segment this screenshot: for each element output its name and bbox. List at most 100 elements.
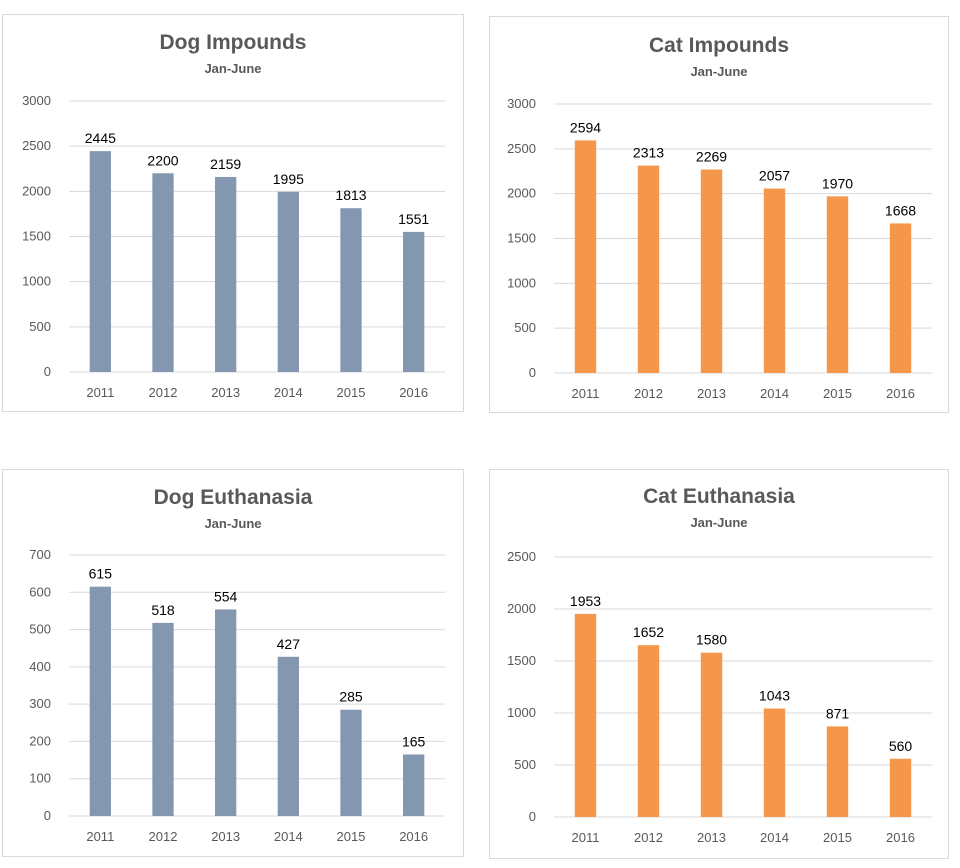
chart-dog-impounds: Dog Impounds Jan-June 0 500 1000 1500 2000 25… — [2, 14, 464, 412]
bar-2013 — [700, 169, 723, 373]
data-label: 1043 — [759, 688, 790, 704]
bar-2016 — [889, 223, 912, 373]
data-label: 1551 — [398, 211, 429, 227]
data-label: 285 — [339, 689, 363, 705]
y-tick-label: 700 — [29, 547, 51, 562]
bar-2014 — [277, 191, 299, 372]
y-tick-label: 2000 — [507, 601, 536, 616]
y-tick-label: 0 — [529, 365, 536, 380]
bar-2011 — [89, 151, 111, 372]
y-tick-label: 2500 — [507, 141, 536, 156]
y-tick-label: 500 — [29, 622, 51, 637]
bar-2012 — [637, 165, 660, 373]
y-tick-label: 300 — [29, 696, 51, 711]
x-tick-label: 2013 — [697, 830, 726, 845]
data-label: 2313 — [633, 145, 664, 161]
chart-subtitle: Jan-June — [690, 515, 748, 530]
x-tick-label: 2014 — [760, 386, 789, 401]
data-label: 2445 — [85, 130, 116, 146]
x-tick-label: 2011 — [572, 386, 600, 401]
y-tick-label: 500 — [514, 757, 536, 772]
bar-2016 — [403, 231, 425, 372]
data-label: 427 — [277, 636, 301, 652]
chart-title: Dog Euthanasia — [153, 486, 313, 509]
x-tick-label: 2016 — [399, 829, 428, 844]
bar-2013 — [215, 176, 237, 372]
chart-plot: 0 500 1000 1500 2000 2500 3000 2445 2011 2200 2012… — [22, 93, 445, 400]
y-tick-label: 600 — [29, 584, 51, 599]
data-label: 1813 — [335, 187, 366, 203]
y-tick-label: 2500 — [507, 549, 536, 564]
chart-subtitle: Jan-June — [204, 516, 262, 531]
bar-2015 — [340, 709, 362, 816]
data-label: 615 — [89, 566, 113, 582]
bar-2015 — [826, 196, 849, 373]
bar-2014 — [277, 656, 299, 816]
x-tick-label: 2016 — [886, 386, 915, 401]
bar-2012 — [637, 645, 660, 817]
x-tick-label: 2014 — [274, 829, 303, 844]
chart-title: Dog Impounds — [159, 31, 307, 54]
y-tick-label: 1000 — [22, 274, 51, 289]
y-tick-label: 0 — [44, 364, 51, 379]
y-tick-label: 2000 — [22, 183, 51, 198]
data-label: 2269 — [696, 149, 727, 165]
y-tick-label: 500 — [29, 319, 51, 334]
y-tick-label: 1000 — [507, 275, 536, 290]
data-label: 2594 — [570, 119, 601, 135]
chart-title: Cat Impounds — [649, 34, 789, 57]
bar-2012 — [152, 622, 174, 816]
y-tick-label: 100 — [29, 771, 51, 786]
chart-cat-euthanasia: Cat Euthanasia Jan-June 0 500 1000 1500 2000… — [489, 469, 949, 859]
x-tick-label: 2011 — [86, 829, 114, 844]
x-tick-label: 2011 — [86, 385, 114, 400]
data-label: 518 — [151, 602, 175, 618]
chart-subtitle: Jan-June — [690, 64, 748, 79]
data-label: 165 — [402, 733, 426, 749]
x-tick-label: 2015 — [823, 830, 852, 845]
y-tick-label: 1500 — [22, 229, 51, 244]
x-tick-label: 2012 — [634, 386, 663, 401]
y-tick-label: 1000 — [507, 705, 536, 720]
data-label: 554 — [214, 588, 238, 604]
x-tick-label: 2015 — [337, 385, 366, 400]
chart-title: Cat Euthanasia — [643, 485, 795, 508]
data-label: 560 — [889, 738, 913, 754]
y-tick-label: 400 — [29, 659, 51, 674]
x-tick-label: 2016 — [399, 385, 428, 400]
x-tick-label: 2013 — [211, 829, 240, 844]
data-label: 1580 — [696, 632, 727, 648]
y-tick-label: 500 — [514, 320, 536, 335]
x-tick-label: 2016 — [886, 830, 915, 845]
y-tick-label: 0 — [529, 809, 536, 824]
bar-2014 — [763, 188, 786, 373]
bar-2016 — [889, 758, 912, 817]
x-tick-label: 2012 — [634, 830, 663, 845]
data-label: 871 — [826, 705, 850, 721]
bar-2015 — [340, 208, 362, 372]
chart-dog-euthanasia: Dog Euthanasia Jan-June 0 100 200 300 400 500… — [2, 469, 464, 857]
bar-2013 — [215, 609, 237, 816]
chart-subtitle: Jan-June — [204, 61, 262, 76]
bar-2011 — [574, 140, 597, 373]
y-tick-label: 0 — [44, 808, 51, 823]
x-tick-label: 2013 — [697, 386, 726, 401]
x-tick-label: 2013 — [211, 385, 240, 400]
x-tick-label: 2012 — [149, 829, 178, 844]
data-label: 2159 — [210, 156, 241, 172]
y-tick-label: 3000 — [507, 96, 536, 111]
y-tick-label: 2500 — [22, 138, 51, 153]
bar-2015 — [826, 726, 849, 817]
y-tick-label: 200 — [29, 733, 51, 748]
x-tick-label: 2015 — [823, 386, 852, 401]
data-label: 2200 — [147, 152, 178, 168]
bar-2016 — [403, 754, 425, 816]
y-tick-label: 1500 — [507, 653, 536, 668]
bar-2013 — [700, 652, 723, 817]
chart-plot: 0 500 1000 1500 2000 2500 3000 2594 2011 2313 2012… — [507, 96, 932, 401]
chart-plot: 0 500 1000 1500 2000 2500 1953 2011 1652 2012 1580… — [507, 549, 932, 845]
y-tick-label: 2000 — [507, 186, 536, 201]
data-label: 1970 — [822, 175, 853, 191]
y-tick-label: 3000 — [22, 93, 51, 108]
data-label: 1995 — [273, 171, 304, 187]
